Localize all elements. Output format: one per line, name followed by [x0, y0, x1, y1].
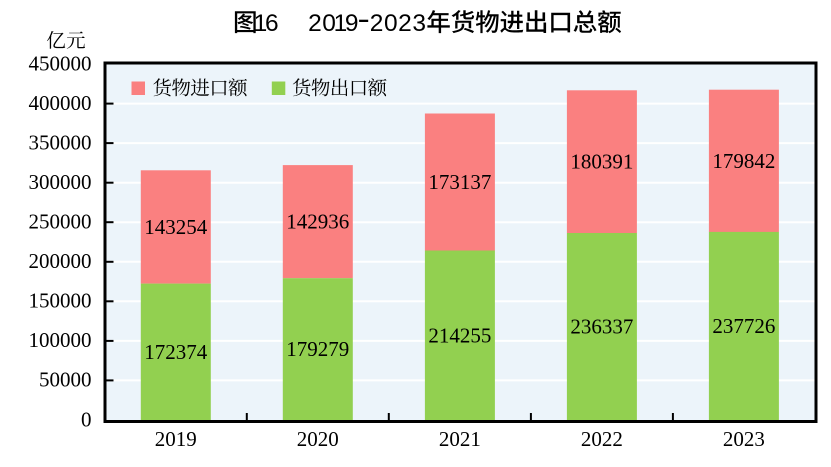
svg-text:300000: 300000: [29, 170, 92, 194]
svg-text:400000: 400000: [29, 91, 92, 115]
svg-text:350000: 350000: [29, 130, 92, 154]
svg-text:0: 0: [81, 407, 92, 431]
svg-text:0: 0: [322, 10, 336, 37]
svg-text:1: 1: [254, 10, 268, 37]
svg-text:6: 6: [265, 10, 279, 37]
svg-text:250000: 250000: [29, 210, 92, 234]
svg-text:237726: 237726: [712, 314, 775, 338]
svg-text:50000: 50000: [39, 368, 92, 392]
svg-text:179842: 179842: [712, 149, 775, 173]
svg-text:173137: 173137: [428, 170, 491, 194]
svg-text:2023: 2023: [723, 427, 765, 451]
svg-text:2: 2: [398, 10, 412, 37]
svg-text:2019: 2019: [155, 427, 197, 451]
svg-text:2021: 2021: [439, 427, 481, 451]
svg-text:172374: 172374: [144, 340, 208, 364]
svg-text:150000: 150000: [29, 289, 92, 313]
svg-text:3: 3: [412, 10, 426, 37]
svg-text:1: 1: [334, 10, 348, 37]
svg-text:2: 2: [370, 10, 384, 37]
svg-text:236337: 236337: [570, 315, 633, 339]
svg-text:2020: 2020: [297, 427, 339, 451]
svg-text:142936: 142936: [286, 210, 349, 234]
svg-text:180391: 180391: [570, 150, 633, 174]
svg-text:2022: 2022: [581, 427, 623, 451]
svg-text:100000: 100000: [29, 328, 92, 352]
svg-text:450000: 450000: [29, 51, 92, 75]
svg-text:200000: 200000: [29, 249, 92, 273]
svg-text:2: 2: [308, 10, 322, 37]
svg-text:179279: 179279: [286, 337, 349, 361]
svg-text:214255: 214255: [428, 323, 491, 347]
svg-text:9: 9: [345, 10, 359, 37]
svg-text:0: 0: [384, 10, 398, 37]
svg-text:143254: 143254: [144, 215, 208, 239]
